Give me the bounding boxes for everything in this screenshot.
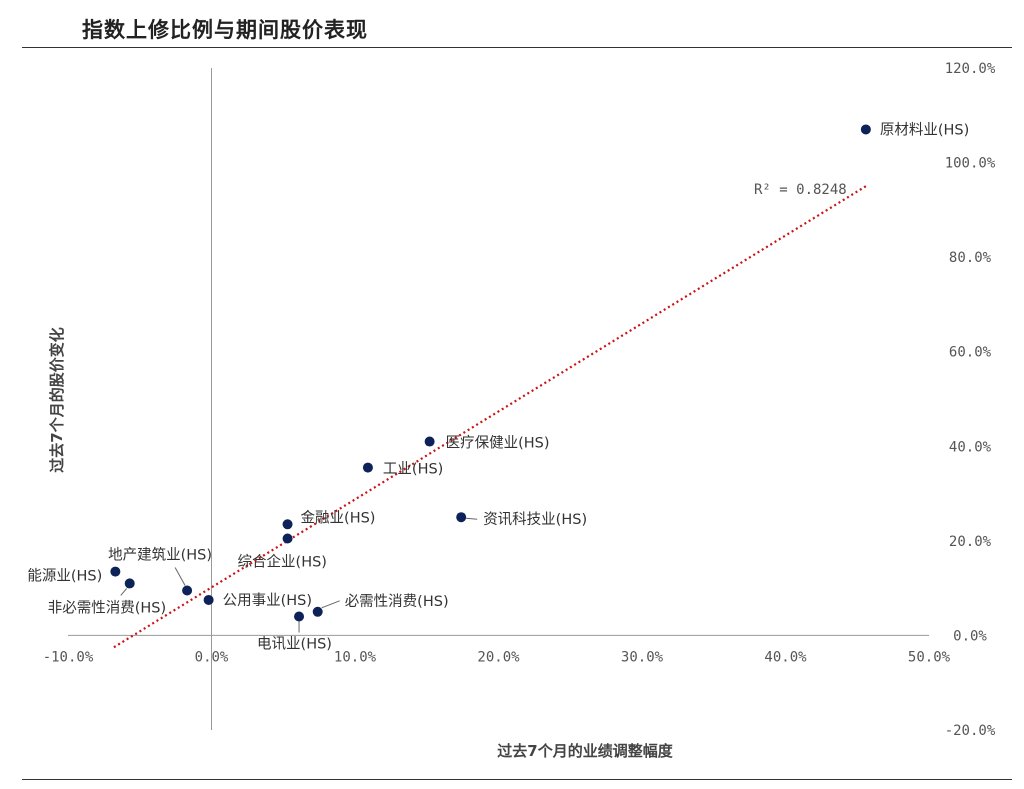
data-point — [424, 436, 435, 447]
point-label: 工业(HS) — [383, 461, 443, 478]
data-point-layer — [110, 124, 871, 622]
point-label: 能源业(HS) — [27, 568, 102, 585]
x-tick-label: -10.0% — [43, 649, 94, 665]
x-tick-label: 40.0% — [764, 649, 807, 665]
data-point — [282, 533, 293, 544]
data-point — [124, 578, 135, 589]
leader-line — [466, 517, 478, 520]
r-squared-label: R² = 0.8248 — [754, 182, 847, 198]
y-tick-label: 0.0% — [953, 628, 987, 644]
x-tick-label: 50.0% — [908, 649, 951, 665]
data-point — [456, 512, 467, 523]
y-tick-label: 60.0% — [949, 345, 992, 361]
point-label: 综合企业(HS) — [238, 552, 327, 570]
y-tick-label: 80.0% — [949, 250, 992, 266]
trendline — [113, 185, 867, 649]
point-label: 非必需性消费(HS) — [48, 599, 166, 616]
footer-divider — [22, 779, 1012, 780]
chart-title: 指数上修比例与期间股价表现 — [82, 18, 368, 42]
x-tick-label: 20.0% — [477, 649, 520, 665]
data-point — [282, 519, 293, 530]
point-label: 必需性消费(HS) — [345, 593, 449, 610]
leader-line — [321, 600, 340, 609]
y-tick-label: 120.0% — [945, 61, 996, 77]
leader-line — [120, 588, 128, 596]
point-label: 原材料业(HS) — [880, 121, 969, 138]
y-tick-label: 20.0% — [949, 534, 992, 550]
trendline-layer: R² = 0.8248 — [113, 182, 867, 649]
data-point — [860, 124, 871, 135]
point-label: 公用事业(HS) — [223, 592, 312, 609]
point-label: 电讯业(HS) — [257, 636, 332, 653]
point-label-layer: 原材料业(HS) 医疗保健业(HS)工业(HS) 资讯科技业(HS) 金融业(HS) 综… — [27, 121, 969, 652]
data-point — [312, 606, 323, 617]
x-tick-label: 10.0% — [334, 649, 377, 665]
point-label: 资讯科技业(HS) — [483, 511, 587, 528]
x-tick-label: 30.0% — [621, 649, 664, 665]
y-tick-label: 40.0% — [949, 439, 992, 455]
axes-layer: -10.0% 0.0% 10.0% 20.0% 30.0% 40.0% 50.0% 120.0… — [43, 61, 996, 739]
point-label: 金融业(HS) — [301, 509, 376, 526]
y-tick-label: -20.0% — [945, 723, 996, 739]
point-label: 地产建筑业(HS) — [108, 547, 212, 564]
y-axis-label: 过去7个月的股价变化 — [48, 327, 66, 472]
data-point — [362, 462, 373, 473]
y-tick-label: 100.0% — [945, 156, 996, 172]
leader-line — [174, 567, 186, 586]
data-point — [182, 585, 193, 596]
x-axis-label: 过去7个月的业绩调整幅度 — [497, 742, 673, 760]
x-tick-label: 0.0% — [195, 649, 229, 665]
data-point — [294, 611, 305, 622]
title-divider — [22, 47, 1012, 48]
data-point — [203, 594, 214, 605]
point-label: 医疗保健业(HS) — [446, 435, 550, 452]
data-point — [110, 566, 121, 577]
